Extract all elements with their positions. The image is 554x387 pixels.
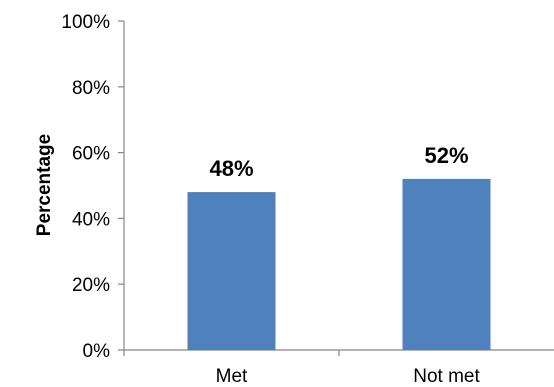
x-tick-label: Met [216,366,248,387]
y-tick-label: 100% [61,12,110,33]
y-axis: 0% 20% 40% 60% 80% 100% [61,12,125,362]
x-axis: Met Not met [123,349,554,387]
data-label: 52% [424,143,468,168]
data-labels: 48% 52% [209,143,468,181]
bars [187,178,491,350]
x-tick-label: Not met [413,366,480,387]
y-tick-label: 60% [72,144,110,165]
y-tick-label: 80% [72,78,110,99]
y-axis-title: Percentage [34,134,55,236]
bar-not-met [402,178,491,350]
y-tick-label: 20% [72,275,110,296]
data-label: 48% [209,156,253,181]
y-tick-label: 40% [72,209,110,230]
y-tick-label: 0% [83,341,111,362]
bar-met [187,192,276,350]
